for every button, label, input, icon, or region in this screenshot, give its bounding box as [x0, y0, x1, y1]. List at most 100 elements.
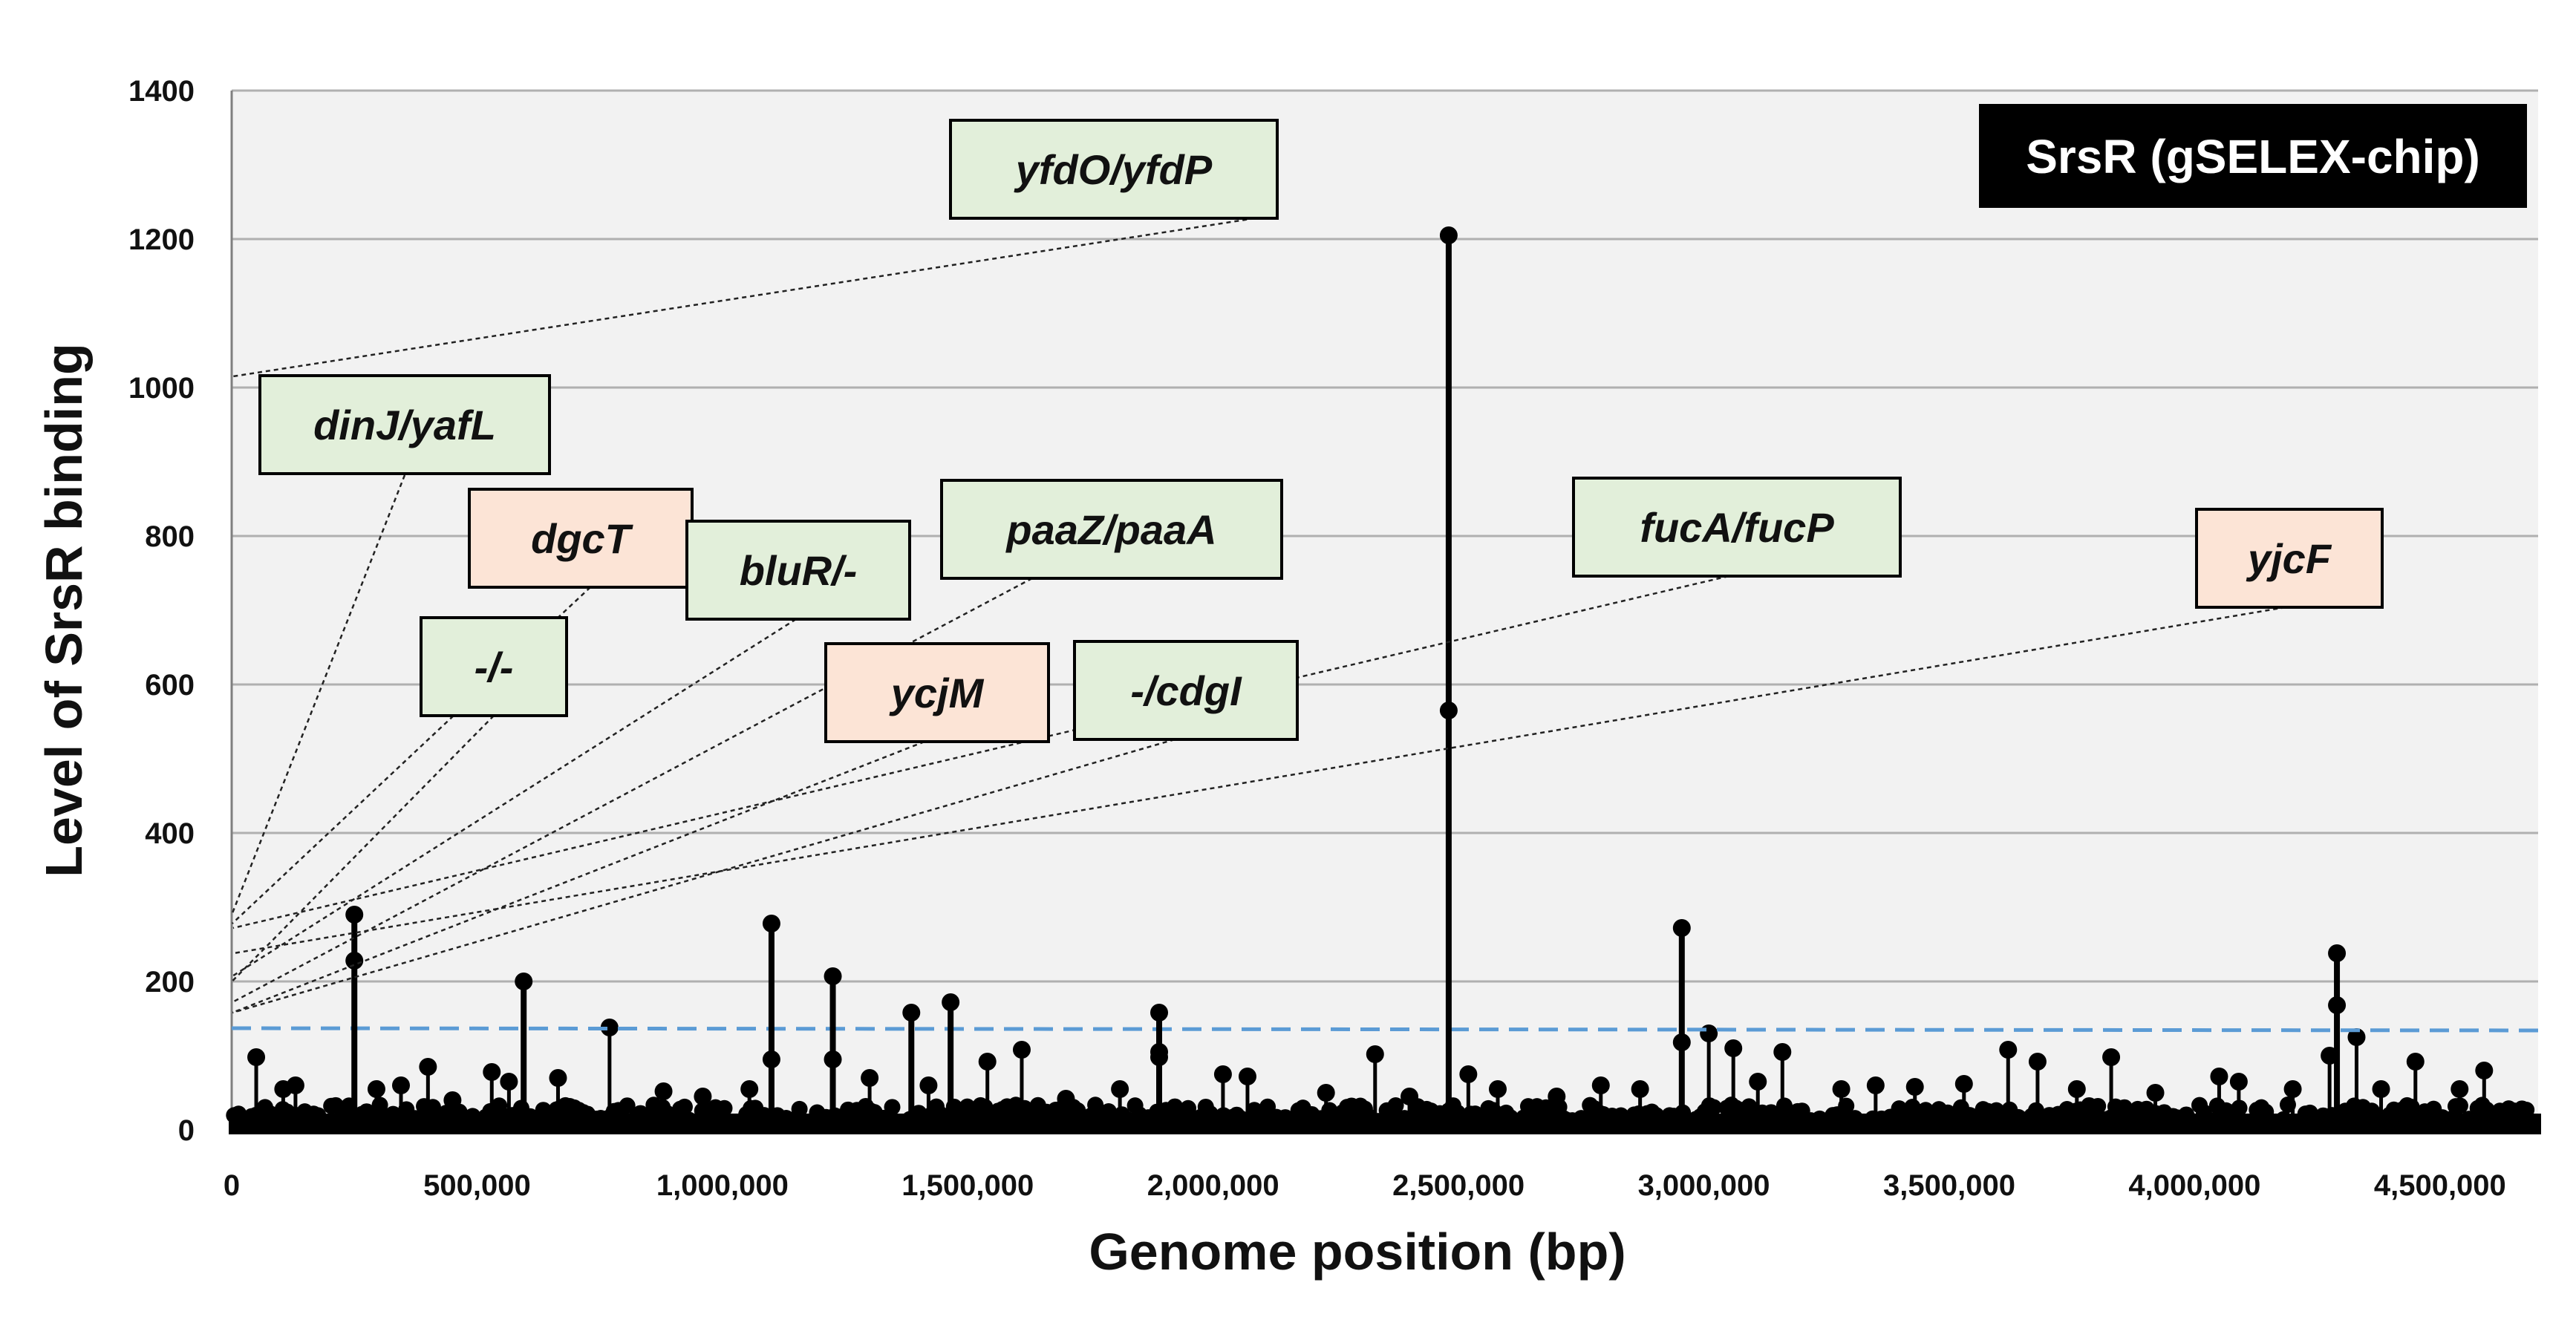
leader-lines — [231, 217, 2286, 1014]
minor-peak-point — [2210, 1068, 2228, 1085]
annotation-box — [1073, 640, 1299, 741]
annotation-label: dgcT — [531, 515, 634, 562]
annotation-label: -/- — [475, 644, 514, 690]
minor-peak-point — [861, 1069, 879, 1087]
leader-line — [232, 217, 1256, 378]
minor-peaks — [247, 1019, 2523, 1130]
minor-peak-point — [483, 1063, 501, 1081]
noise-point — [2090, 1097, 2107, 1114]
minor-peak-point — [2067, 1080, 2086, 1098]
minor-peak-point — [443, 1091, 462, 1109]
annotation-box — [949, 119, 1279, 220]
peak-point — [824, 1050, 842, 1068]
minor-peak-point — [919, 1076, 938, 1094]
x-tick-label: 3,500,000 — [1883, 1169, 2015, 1202]
plot-background — [232, 91, 2538, 1130]
minor-peak-point — [1832, 1080, 1851, 1098]
minor-peak-point — [2347, 1028, 2366, 1046]
minor-peak-point — [2451, 1080, 2469, 1098]
x-tick-label: 3,000,000 — [1638, 1169, 1770, 1202]
y-tick-label: 800 — [145, 520, 195, 553]
leader-line — [232, 575, 1729, 929]
minor-peak-point — [2102, 1048, 2121, 1066]
legend: SrsR (gSELEX-chip) — [1979, 104, 2527, 208]
annotation-label: -/cdgI — [1130, 667, 1242, 714]
minor-peak-point — [1366, 1045, 1384, 1063]
minor-peak-point — [1213, 1065, 1232, 1083]
peak-point — [824, 967, 842, 985]
peak-point — [1150, 1048, 1169, 1066]
noise-point — [327, 1097, 345, 1114]
minor-peak-point — [367, 1080, 385, 1098]
minor-peak-point — [600, 1019, 619, 1036]
minor-peak-point — [1401, 1088, 1419, 1105]
x-tick-label: 4,000,000 — [2128, 1169, 2260, 1202]
major-peaks — [345, 226, 2347, 1130]
minor-peak-point — [1724, 1039, 1743, 1057]
peak-point — [1672, 919, 1691, 937]
y-axis-tick-labels: 0 200 400 600 800 1000 1200 1400 — [128, 75, 195, 1147]
y-tick-label: 600 — [145, 669, 195, 702]
minor-peak-point — [2504, 1102, 2523, 1120]
y-axis-title: Level of SrsR binding — [35, 343, 93, 878]
minor-peak-point — [419, 1058, 437, 1076]
peak-point — [762, 915, 780, 932]
peak-point — [345, 952, 364, 970]
leader-line — [232, 738, 1175, 1014]
x-tick-label: 1,000,000 — [656, 1169, 789, 1202]
minor-peak-point — [1111, 1080, 1129, 1098]
peak-annotations: dinJ/yafL -/- dgcT bluR/- ycjM paaZ/paaA -/cdg… — [258, 119, 2384, 743]
minor-peak-point — [1773, 1043, 1792, 1061]
noise-point — [619, 1097, 636, 1114]
x-tick-label: 500,000 — [423, 1169, 531, 1202]
x-tick-label: 1,500,000 — [901, 1169, 1034, 1202]
minor-peak-point — [1591, 1076, 1610, 1094]
minor-peak-point — [1238, 1068, 1256, 1085]
minor-peak-point — [1459, 1065, 1478, 1083]
minor-peak-point — [1866, 1076, 1885, 1094]
minor-peak-point — [247, 1048, 266, 1066]
minor-peak-point — [1012, 1041, 1031, 1059]
peak-point — [762, 1050, 780, 1068]
x-tick-label: 2,000,000 — [1147, 1169, 1279, 1202]
peak-point — [1439, 702, 1458, 719]
minor-peak-point — [1317, 1084, 1335, 1102]
minor-peak-point — [2229, 1073, 2248, 1091]
leader-line — [232, 740, 925, 1014]
annotation-label: yjcF — [2246, 535, 2332, 582]
noise-point — [491, 1097, 508, 1114]
legend-box — [1979, 104, 2527, 208]
peak-point — [902, 1004, 921, 1022]
peak-point — [2328, 944, 2347, 962]
annotation-box — [1572, 477, 1902, 578]
minor-peak-point — [2406, 1053, 2425, 1071]
annotation-label: bluR/- — [740, 547, 858, 594]
x-tick-label: 2,500,000 — [1392, 1169, 1525, 1202]
minor-peak-point — [391, 1076, 410, 1094]
peak-point — [942, 993, 960, 1011]
noise-point — [716, 1099, 733, 1117]
peak-point — [2328, 996, 2347, 1014]
x-tick-label: 0 — [224, 1169, 240, 1202]
peak-point — [1150, 1004, 1169, 1022]
noise-point — [884, 1099, 901, 1116]
peak-point — [1672, 1033, 1691, 1051]
x-tick-label: 4,500,000 — [2374, 1169, 2506, 1202]
peak-point — [515, 973, 533, 990]
minor-peak-point — [1905, 1078, 1924, 1096]
y-tick-label: 0 — [178, 1114, 195, 1147]
minor-peak-point — [694, 1088, 712, 1105]
y-tick-label: 1200 — [128, 223, 195, 256]
y-tick-label: 400 — [145, 817, 195, 850]
annotation-box — [468, 488, 694, 589]
annotation-box — [685, 520, 911, 621]
annotation-label: dinJ/yafL — [313, 402, 496, 448]
annotation-label: ycjM — [889, 670, 985, 716]
minor-peak-point — [1700, 1024, 1718, 1042]
annotation-box — [2195, 508, 2384, 609]
minor-peak-point — [2283, 1080, 2302, 1098]
annotation-label: paaZ/paaA — [1005, 506, 1216, 553]
noise-point — [1741, 1098, 1758, 1115]
minor-peak-point — [2146, 1084, 2165, 1102]
peak-point — [345, 906, 364, 924]
